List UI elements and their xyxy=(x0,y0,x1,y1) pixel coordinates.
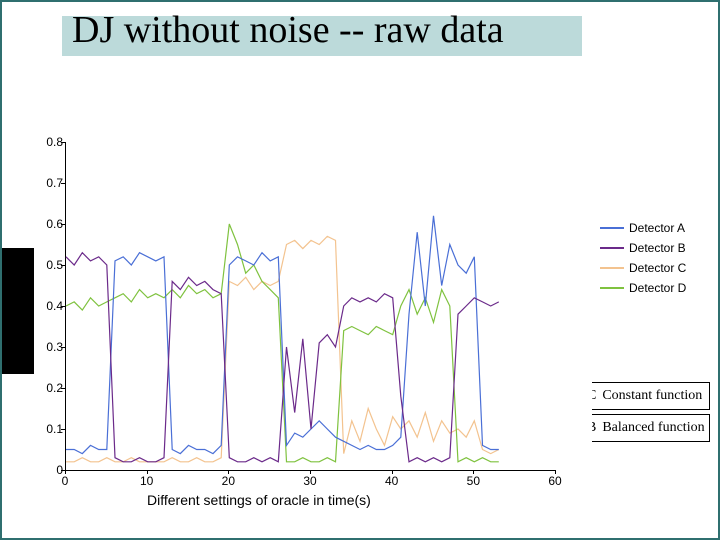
x-tick: 20 xyxy=(222,474,235,488)
legend-swatch-icon xyxy=(600,287,624,289)
black-sidebar-block xyxy=(2,248,34,374)
y-tick: 0.3 xyxy=(31,340,63,354)
x-tick: 40 xyxy=(385,474,398,488)
page-title: DJ without noise -- raw data xyxy=(72,8,504,52)
y-tick: 0.8 xyxy=(31,135,63,149)
y-tick: 0.7 xyxy=(31,176,63,190)
series-A xyxy=(66,216,499,454)
y-tick: 0.1 xyxy=(31,422,63,436)
x-tick: 0 xyxy=(62,474,69,488)
detector-legend: Detector A Detector B Detector C Detecto… xyxy=(600,220,686,300)
chart-series xyxy=(66,142,556,470)
x-tick: 30 xyxy=(303,474,316,488)
legend-label: Detector C xyxy=(629,260,686,276)
y-tick: 0.5 xyxy=(31,258,63,272)
legend-swatch-icon xyxy=(600,247,624,249)
legend-label: Detector A xyxy=(629,220,685,236)
cb-legend-row: BBalanced function xyxy=(582,414,710,442)
cb-legend: CConstant function BBalanced function xyxy=(582,382,710,446)
chart-axes xyxy=(65,142,556,471)
legend-label: Detector B xyxy=(629,240,686,256)
legend-item: Detector C xyxy=(600,260,686,276)
legend-swatch-icon xyxy=(600,227,624,229)
slide: DJ without noise -- raw data DFS Encodin… xyxy=(0,0,720,540)
x-tick: 10 xyxy=(140,474,153,488)
legend-label: Detector D xyxy=(629,280,686,296)
y-tick: 0.2 xyxy=(31,381,63,395)
cb-text: Constant function xyxy=(602,384,702,408)
x-axis-label: Different settings of oracle in time(s) xyxy=(147,492,371,508)
chart-plot: 00.10.20.30.40.50.60.70.8 0102030405060 … xyxy=(37,132,592,512)
x-tick: 50 xyxy=(467,474,480,488)
y-tick: 0.6 xyxy=(31,217,63,231)
legend-swatch-icon xyxy=(600,267,624,269)
legend-item: Detector B xyxy=(600,240,686,256)
y-tick: 0 xyxy=(31,463,63,477)
cb-text: Balanced function xyxy=(602,416,704,440)
cb-legend-row: CConstant function xyxy=(582,382,710,410)
legend-item: Detector A xyxy=(600,220,686,236)
y-tick: 0.4 xyxy=(31,299,63,313)
legend-item: Detector D xyxy=(600,280,686,296)
x-tick: 60 xyxy=(548,474,561,488)
